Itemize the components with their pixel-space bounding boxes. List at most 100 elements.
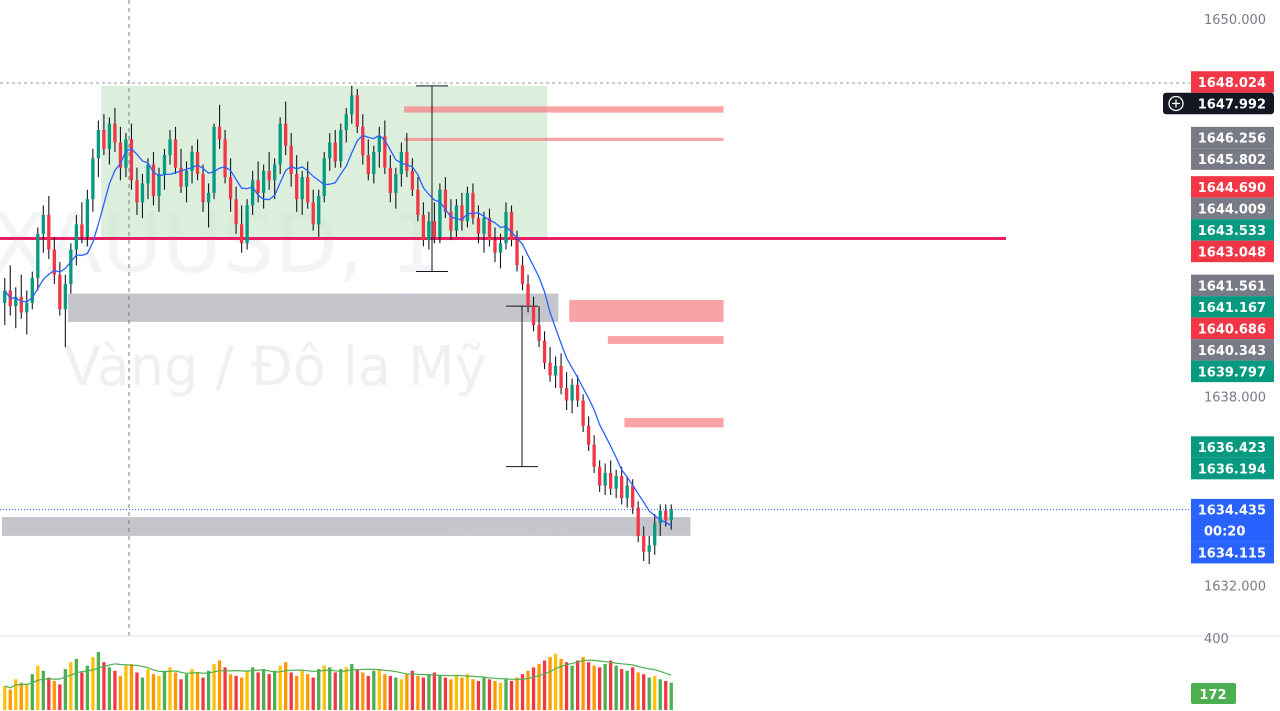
candle-body <box>493 240 497 253</box>
price-tag-label: 1634.435 <box>1198 504 1266 519</box>
volume-bar <box>597 667 602 710</box>
volume-bar <box>206 670 211 710</box>
zone-red <box>404 106 724 113</box>
candle-body <box>586 425 591 445</box>
candle-body <box>620 476 624 499</box>
candle-body <box>289 145 293 174</box>
volume-bar <box>267 674 271 710</box>
candle-body <box>74 224 79 250</box>
candle-body <box>118 142 123 168</box>
volume-bar <box>344 667 348 710</box>
price-tag <box>1191 240 1274 263</box>
volume-axis: 400 172 <box>1191 632 1236 704</box>
volume-bar <box>531 667 536 710</box>
candle-body <box>449 211 453 231</box>
price-axis-tick: 1632.000 <box>1204 579 1266 594</box>
volume-bar <box>195 672 200 710</box>
price-tag <box>1191 71 1274 93</box>
candle-body <box>278 123 282 165</box>
volume-bar <box>520 674 525 710</box>
candle-body <box>146 164 150 184</box>
reference-lines <box>0 0 1190 636</box>
volume-bar <box>537 663 541 710</box>
countdown-label: 00:20 <box>1204 524 1245 539</box>
volume-bar <box>410 670 415 710</box>
price-tags: 1648.024 1647.992 1646.256 1645.802 1644.690… <box>1163 71 1274 564</box>
candle-body <box>36 233 40 278</box>
candle-body <box>157 174 161 197</box>
candle-body <box>388 167 392 193</box>
candle-body <box>311 202 315 225</box>
candle-body <box>432 221 437 237</box>
volume-bar <box>620 669 624 710</box>
volume-bar <box>74 658 79 710</box>
volume-bar <box>322 665 326 710</box>
volume-bar <box>631 667 635 710</box>
candle-body <box>129 139 134 181</box>
volume-bar <box>295 675 299 710</box>
candle-body <box>592 444 596 467</box>
volume-bar <box>36 665 40 710</box>
candle-body <box>520 265 525 285</box>
volume-bar <box>135 672 139 710</box>
volume-bar <box>592 665 596 710</box>
volume-bar <box>498 682 503 710</box>
volume-axis-tick: 400 <box>1204 632 1229 647</box>
volume-bar <box>449 679 453 710</box>
volume-bar <box>3 686 7 710</box>
candle-body <box>471 192 475 219</box>
price-tag <box>1191 274 1274 297</box>
volume-bar <box>124 665 128 710</box>
volume-bar <box>658 679 662 710</box>
candle-body <box>19 296 23 313</box>
candle-body <box>460 205 464 222</box>
candle-body <box>261 170 266 193</box>
measure-label-upper: -8.125 (-0.37%) -812.5 <box>355 293 469 304</box>
volume-bar <box>212 663 216 710</box>
candle-body <box>443 189 448 212</box>
volume-bar <box>179 679 183 710</box>
candle-body <box>47 214 51 250</box>
volume-bar <box>465 674 470 710</box>
candle-body <box>135 180 139 203</box>
candle-body <box>559 365 563 388</box>
candle-body <box>107 123 112 149</box>
candle-body <box>642 535 646 552</box>
volume-bar <box>570 665 574 710</box>
candle-body <box>300 177 304 200</box>
volume-bar <box>107 667 112 710</box>
price-tag <box>1191 296 1274 318</box>
volume-bar <box>405 674 409 710</box>
volume-bar <box>250 667 255 710</box>
price-tag-label: 1643.048 <box>1198 245 1266 260</box>
candle-body <box>173 139 178 168</box>
candle-body <box>80 224 84 237</box>
volume-bar <box>30 674 34 710</box>
volume-bar <box>586 662 591 710</box>
candle-body <box>339 129 343 162</box>
current-price-tag <box>1191 498 1274 542</box>
candle-body <box>25 303 29 313</box>
volume-bar <box>399 679 403 710</box>
volume-bar <box>85 665 90 710</box>
candle-body <box>410 170 415 190</box>
candle-body <box>498 243 503 253</box>
price-tag <box>1191 436 1274 458</box>
volume-bar <box>261 669 266 710</box>
volume-bar <box>482 677 486 710</box>
candle-body <box>179 167 183 187</box>
candle-body <box>575 384 580 401</box>
candle-body <box>41 214 45 234</box>
volume-pane <box>3 652 673 710</box>
volume-bar <box>454 675 459 710</box>
volume-bar <box>284 662 288 710</box>
price-axis[interactable]: 1650.000 1638.000 1632.000 <box>1204 13 1266 594</box>
volume-bar <box>653 675 657 710</box>
volume-bar <box>217 660 222 710</box>
volume-bar <box>548 657 552 710</box>
candle-body <box>14 296 18 307</box>
volume-bar <box>228 674 233 710</box>
volume-bar <box>256 672 260 710</box>
volume-bar <box>366 675 370 710</box>
